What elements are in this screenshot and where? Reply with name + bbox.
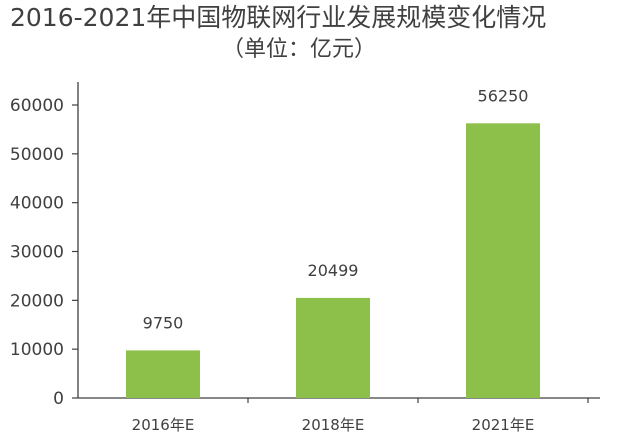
y-tick-label: 50000 [10,145,64,165]
x-category-label: 2016年E [132,416,195,434]
y-tick-label: 0 [53,389,64,409]
bars [126,123,540,398]
chart-title: 2016-2021年中国物联网行业发展规模变化情况 [10,3,547,32]
y-tick-label: 40000 [10,194,64,214]
x-axis-labels: 2016年E 2018年E 2021年E [132,398,589,434]
data-label: 20499 [308,261,359,280]
data-label: 56250 [478,86,529,105]
bar [296,297,370,398]
y-axis-ticks: 0 10000 20000 30000 40000 50000 60000 [10,96,78,409]
data-labels: 9750 20499 56250 [143,86,529,332]
y-tick-label: 30000 [10,243,64,263]
x-category-label: 2021年E [472,416,535,434]
y-tick-label: 10000 [10,340,64,360]
x-category-label: 2018年E [302,416,365,434]
bar [466,123,540,398]
chart-subtitle: （单位：亿元） [222,37,377,62]
y-tick-label: 60000 [10,96,64,116]
bar [126,350,200,398]
y-tick-label: 20000 [10,291,64,311]
data-label: 9750 [143,313,184,332]
